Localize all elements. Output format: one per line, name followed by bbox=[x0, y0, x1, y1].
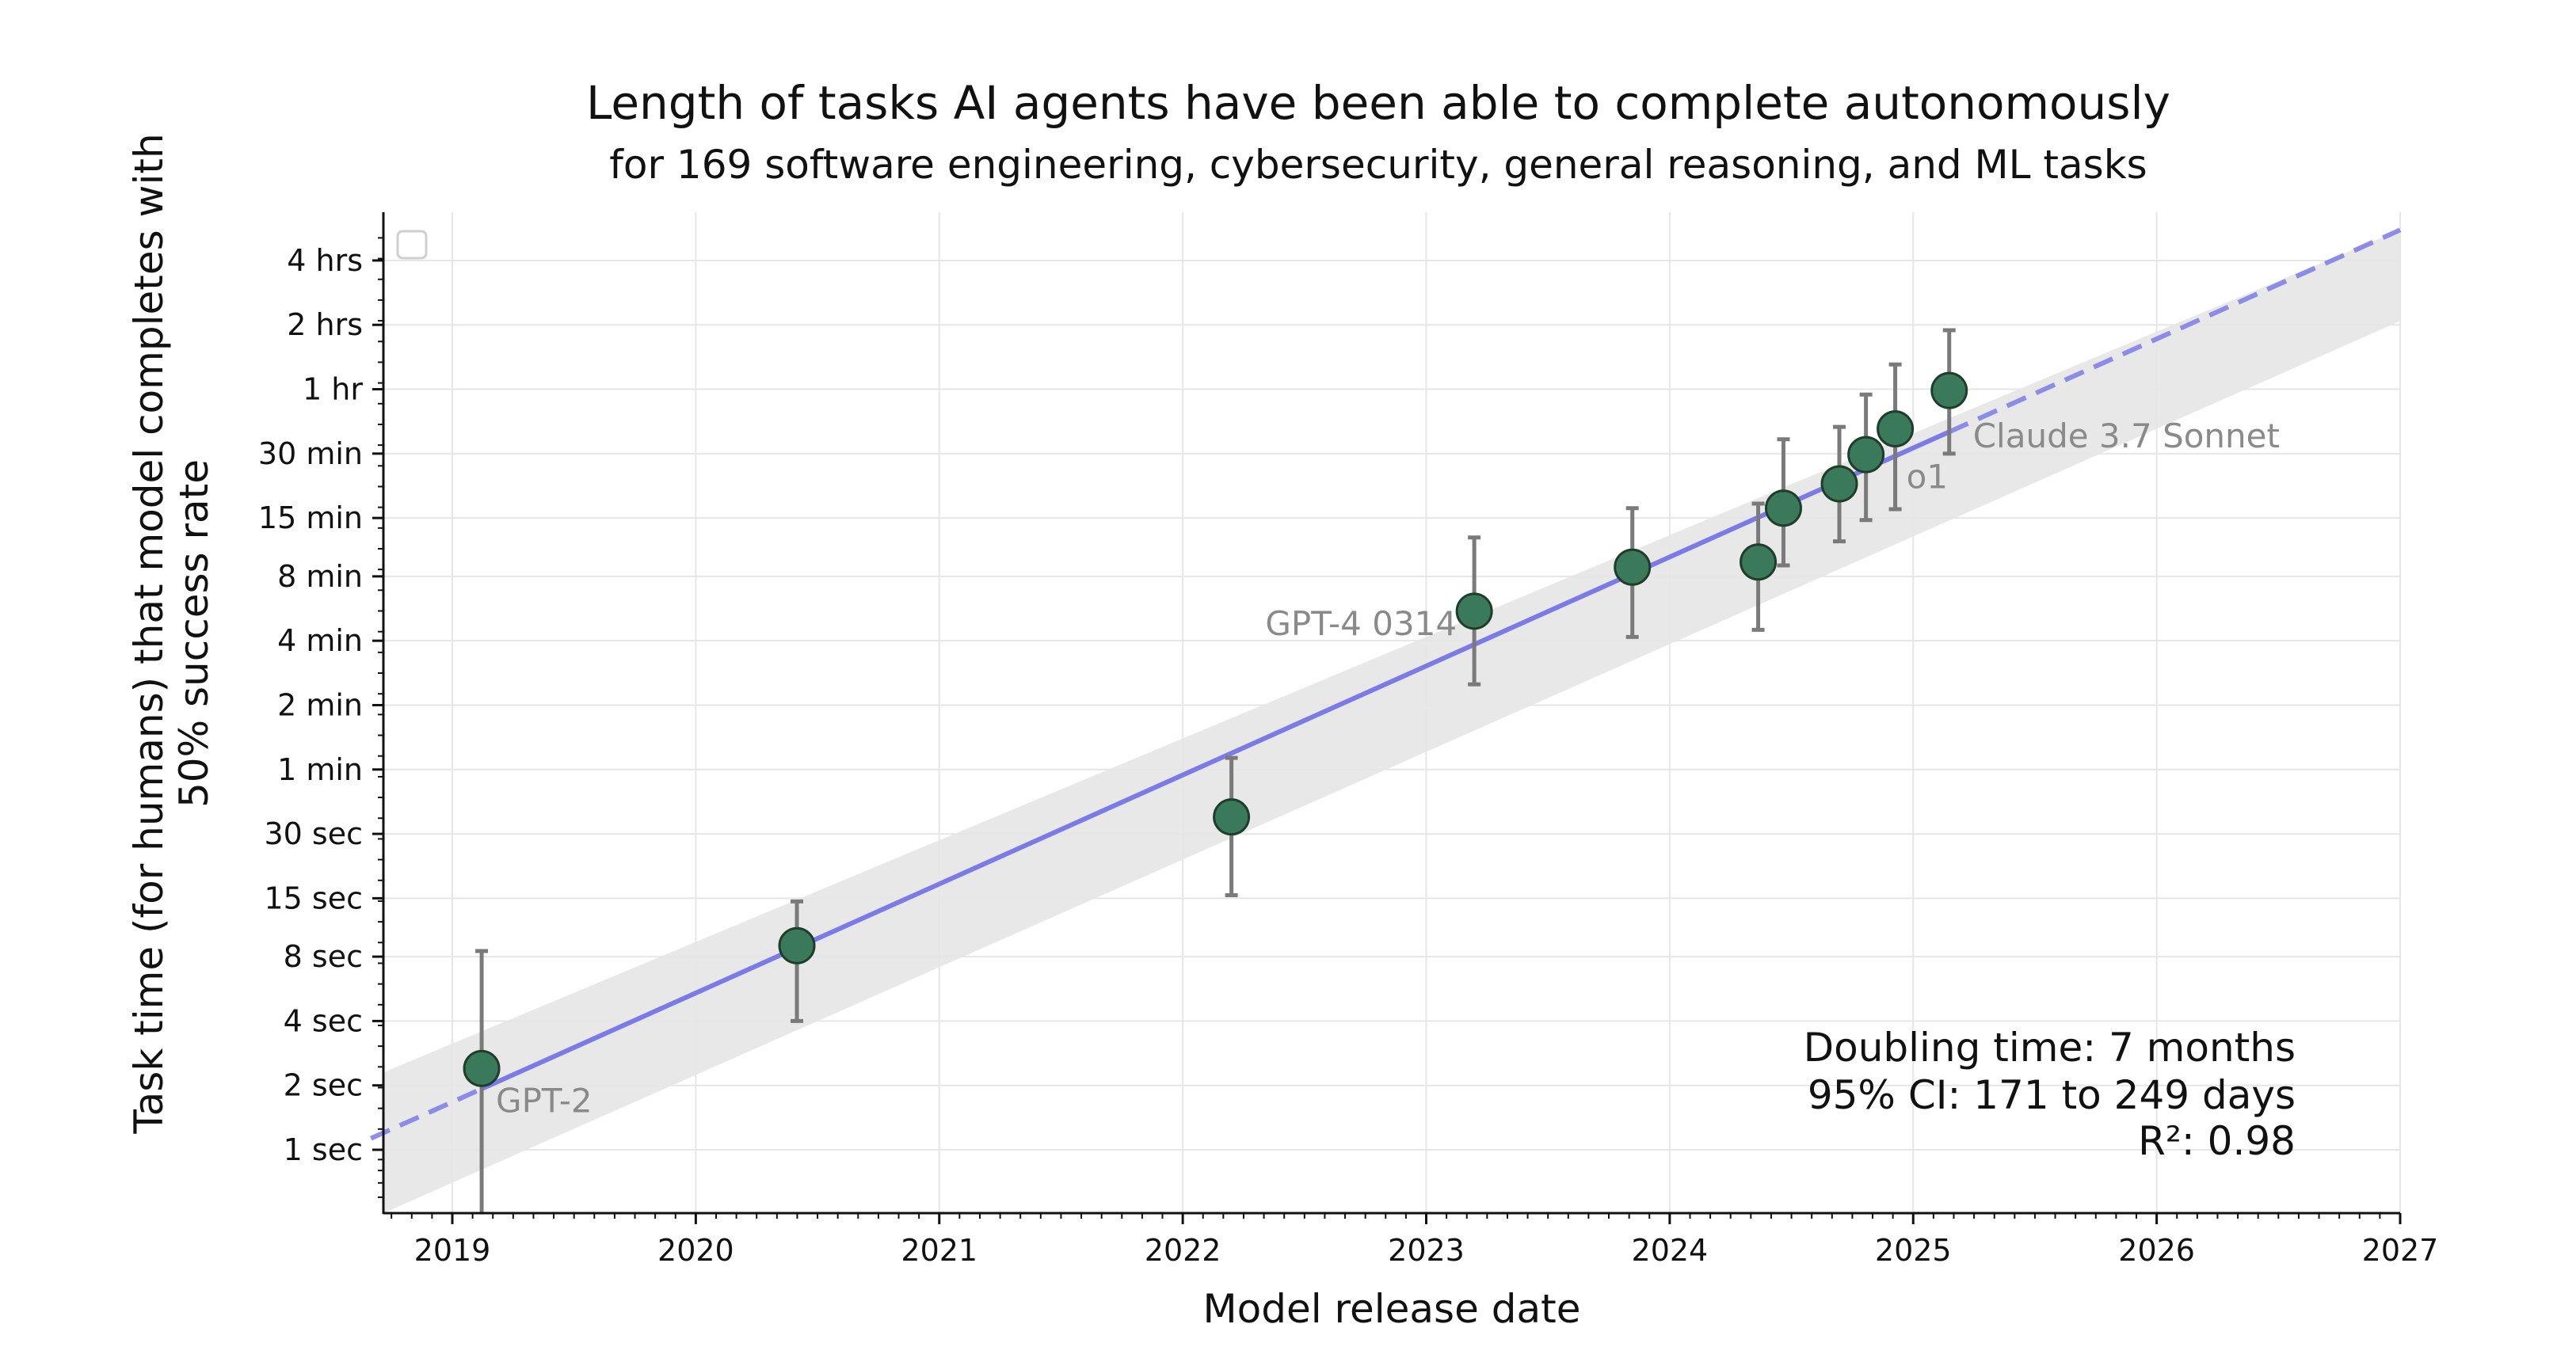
y-tick-label: 15 sec bbox=[264, 881, 363, 915]
data-point bbox=[1820, 465, 1858, 503]
trend-line-solid bbox=[480, 429, 1950, 1091]
x-tick-label: 2022 bbox=[1145, 1233, 1221, 1268]
data-point bbox=[1614, 548, 1652, 586]
data-point bbox=[1847, 436, 1885, 474]
point-label: GPT-2 bbox=[496, 1081, 593, 1120]
x-tick-label: 2021 bbox=[901, 1233, 977, 1268]
x-tick-label: 2024 bbox=[1632, 1233, 1709, 1268]
x-tick-label: 2027 bbox=[2362, 1233, 2439, 1268]
y-tick-label: 30 sec bbox=[264, 816, 363, 851]
r-squared-text: R²: 0.98 bbox=[2138, 1118, 2296, 1164]
y-tick-label: 1 sec bbox=[284, 1132, 363, 1167]
y-axis-label-line2: 50% success rate bbox=[171, 459, 217, 808]
y-tick-layer: 1 sec 2 sec 4 sec 8 sec 15 sec 30 sec 1 min 2 m… bbox=[258, 237, 383, 1198]
data-point bbox=[1213, 798, 1251, 836]
x-tick-label: 2020 bbox=[657, 1233, 734, 1268]
axes-layer bbox=[382, 212, 2400, 1215]
x-tick-label: 2019 bbox=[414, 1233, 491, 1268]
data-point bbox=[1455, 592, 1493, 630]
point-label-layer: GPT-2 GPT-4 0314 o1 Claude 3.7 Sonnet bbox=[496, 417, 2280, 1120]
data-point bbox=[778, 926, 816, 964]
y-tick-label: 15 min bbox=[258, 500, 363, 535]
y-tick-label: 2 hrs bbox=[287, 307, 363, 342]
point-layer bbox=[463, 371, 1968, 1087]
x-tick-label: 2026 bbox=[2118, 1233, 2195, 1268]
point-label: GPT-4 0314 bbox=[1265, 604, 1457, 643]
grid-layer bbox=[383, 212, 2401, 1213]
y-axis-label-line1: Task time (for humans) that model comple… bbox=[126, 133, 172, 1134]
y-tick-label: 1 min bbox=[277, 752, 363, 787]
doubling-time-text: Doubling time: 7 months bbox=[1804, 1025, 2296, 1071]
point-label: o1 bbox=[1907, 458, 1948, 496]
y-tick-label: 4 sec bbox=[284, 1003, 363, 1038]
trend-line-dashed-start bbox=[370, 1086, 483, 1141]
data-point bbox=[1877, 410, 1915, 448]
confidence-interval-text: 95% CI: 171 to 249 days bbox=[1808, 1072, 2296, 1118]
data-point bbox=[1764, 489, 1802, 527]
chart-title: Length of tasks AI agents have been able… bbox=[586, 76, 2170, 130]
legend-box bbox=[396, 230, 428, 260]
y-tick-label: 8 sec bbox=[284, 939, 363, 974]
y-tick-label: 2 min bbox=[277, 687, 363, 722]
y-axis-label: Task time (for humans) that model comple… bbox=[126, 133, 217, 1134]
data-point bbox=[1740, 543, 1778, 581]
x-tick-label: 2023 bbox=[1388, 1233, 1465, 1268]
x-axis-label: Model release date bbox=[1203, 1286, 1581, 1332]
data-point bbox=[463, 1049, 501, 1087]
y-tick-label: 4 min bbox=[277, 623, 363, 658]
x-tick-layer: 2019 2020 2021 2022 2023 2024 2025 2026 2027 bbox=[391, 1213, 2438, 1268]
point-label: Claude 3.7 Sonnet bbox=[1973, 417, 2280, 455]
trend-line-dashed-extension bbox=[1948, 227, 2402, 435]
y-tick-label: 30 min bbox=[258, 436, 363, 471]
y-tick-label: 1 hr bbox=[303, 372, 363, 407]
plot-area: GPT-2 GPT-4 0314 o1 Claude 3.7 Sonnet bbox=[370, 212, 2402, 1214]
y-tick-label: 4 hrs bbox=[287, 243, 363, 278]
y-tick-label: 8 min bbox=[277, 559, 363, 594]
trend-layer bbox=[370, 227, 2402, 1141]
x-tick-label: 2025 bbox=[1875, 1233, 1952, 1268]
chart-subtitle: for 169 software engineering, cybersecur… bbox=[609, 142, 2147, 188]
y-tick-label: 2 sec bbox=[284, 1068, 363, 1103]
data-point bbox=[1930, 371, 1968, 409]
